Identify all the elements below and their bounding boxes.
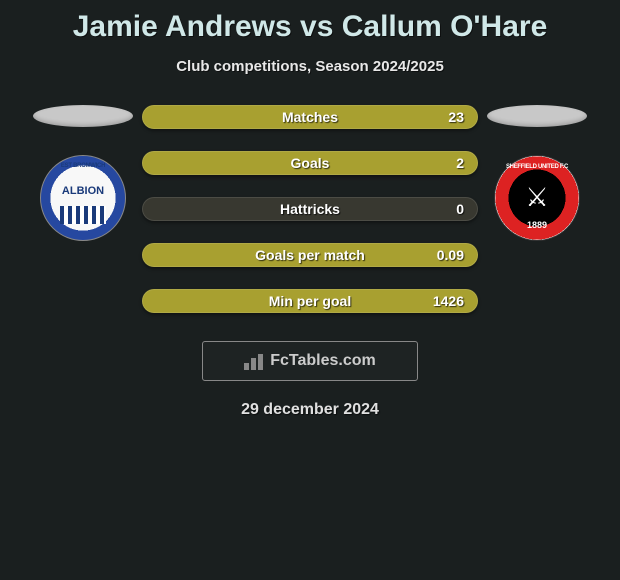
left-badge-center-text: ALBION [62, 185, 104, 197]
left-team-badge: EST BROMWICH ALBION [40, 155, 126, 241]
stat-value-right: 0.09 [437, 247, 464, 263]
stat-label: Hattricks [280, 201, 340, 217]
page-title: Jamie Andrews vs Callum O'Hare [0, 0, 620, 44]
left-badge-top-text: EST BROMWICH [61, 163, 105, 169]
brand-text: FcTables.com [270, 352, 376, 370]
swords-icon: ⚔ [525, 182, 548, 213]
stat-bar-goals-per-match: Goals per match 0.09 [142, 243, 478, 267]
bar-chart-icon [244, 352, 266, 370]
left-player-oval [33, 105, 133, 127]
stat-bar-min-per-goal: Min per goal 1426 [142, 289, 478, 313]
stat-value-right: 23 [448, 109, 464, 125]
right-team-badge: SHEFFIELD UNITED F.C ⚔ 1889 [494, 155, 580, 241]
right-badge-year: 1889 [527, 220, 547, 230]
right-player-oval [487, 105, 587, 127]
right-badge-top-text: SHEFFIELD UNITED F.C [506, 164, 568, 170]
stat-value-right: 2 [456, 155, 464, 171]
brand-box: FcTables.com [202, 341, 418, 381]
stat-value-right: 1426 [433, 293, 464, 309]
stat-value-right: 0 [456, 201, 464, 217]
left-badge-stripes [60, 206, 106, 224]
stat-bar-hattricks: Hattricks 0 [142, 197, 478, 221]
comparison-row: EST BROMWICH ALBION Matches 23 Goals 2 Hattr… [0, 105, 620, 313]
date-text: 29 december 2024 [0, 401, 620, 419]
stat-label: Matches [282, 109, 338, 125]
right-player-col: SHEFFIELD UNITED F.C ⚔ 1889 [482, 105, 592, 241]
subtitle: Club competitions, Season 2024/2025 [0, 58, 620, 75]
stat-bar-matches: Matches 23 [142, 105, 478, 129]
stat-label: Goals [291, 155, 330, 171]
left-player-col: EST BROMWICH ALBION [28, 105, 138, 241]
stat-bar-goals: Goals 2 [142, 151, 478, 175]
stats-bars: Matches 23 Goals 2 Hattricks 0 Goals per match… [138, 105, 482, 313]
stat-label: Goals per match [255, 247, 365, 263]
stat-label: Min per goal [269, 293, 351, 309]
